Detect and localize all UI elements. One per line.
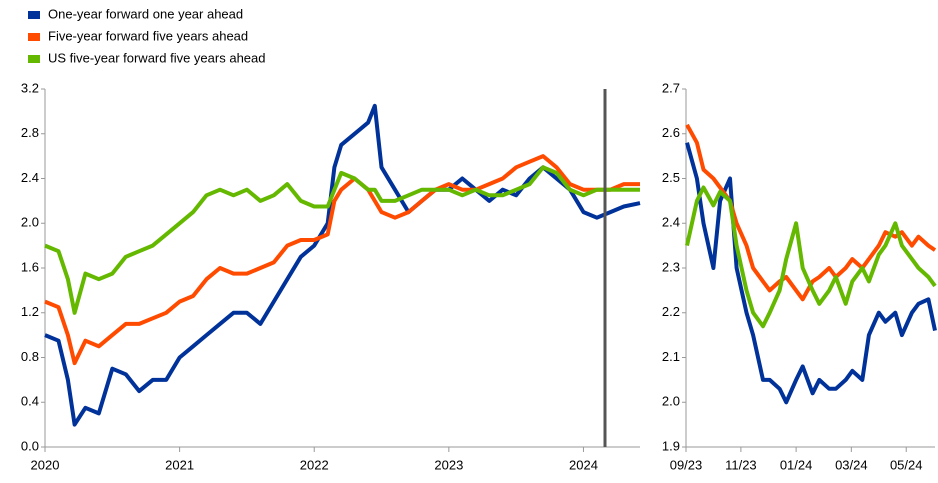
y-tick-label: 2.3: [662, 259, 680, 274]
y-tick-label: 2.7: [662, 80, 680, 95]
y-tick-label: 1.6: [21, 259, 39, 274]
y-tick-label: 2.5: [662, 170, 680, 185]
x-tick-label: 03/24: [835, 457, 868, 472]
legend-swatch: [28, 33, 40, 41]
series-line: [44, 165, 640, 315]
series-line: [685, 123, 937, 302]
x-tick-label: 2021: [165, 457, 194, 472]
series-line: [685, 185, 937, 329]
y-tick-label: 0.0: [21, 438, 39, 453]
series-line: [44, 103, 641, 427]
y-tick-label: 0.8: [21, 349, 39, 364]
y-tick-label: 2.6: [662, 125, 680, 140]
x-tick-label: 05/24: [890, 457, 923, 472]
x-tick-label: 2022: [300, 457, 329, 472]
x-tick-label: 2024: [569, 457, 598, 472]
x-tick-label: 2023: [434, 457, 463, 472]
legend-label: Five-year forward five years ahead: [48, 28, 248, 43]
y-tick-label: 3.2: [21, 80, 39, 95]
x-tick-label: 2020: [31, 457, 60, 472]
legend-label: One-year forward one year ahead: [48, 6, 243, 21]
y-tick-label: 1.2: [21, 304, 39, 319]
y-tick-label: 0.4: [21, 394, 39, 409]
x-tick-label: 11/23: [725, 457, 757, 472]
series-line: [685, 142, 937, 405]
legend-swatch: [28, 55, 40, 63]
y-tick-label: 2.1: [662, 349, 680, 364]
legend-label: US five-year forward five years ahead: [48, 50, 265, 65]
y-tick-label: 2.0: [21, 215, 39, 230]
y-tick-label: 2.2: [662, 304, 680, 319]
x-tick-label: 01/24: [780, 457, 813, 472]
legend-swatch: [28, 11, 40, 19]
y-tick-label: 2.4: [662, 215, 680, 230]
series-line: [44, 154, 640, 366]
y-tick-label: 2.8: [21, 125, 39, 140]
y-tick-label: 2.4: [21, 170, 39, 185]
y-tick-label: 2.0: [662, 394, 680, 409]
x-tick-label: 09/23: [670, 457, 703, 472]
y-tick-label: 1.9: [662, 438, 680, 453]
